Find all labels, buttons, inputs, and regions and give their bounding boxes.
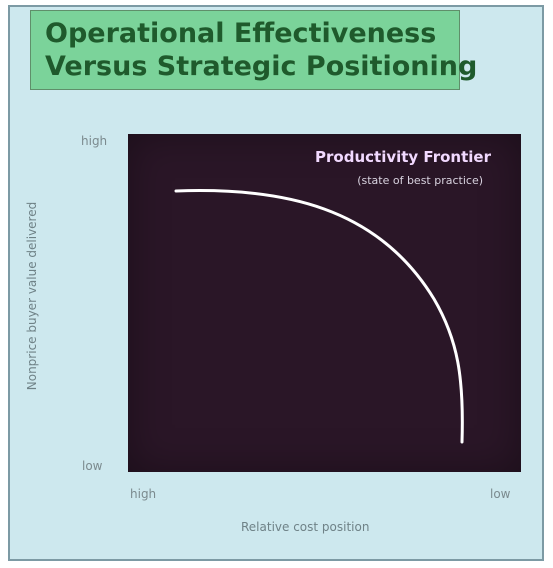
title-line-1: Operational Effectiveness — [45, 18, 437, 49]
plot-area: Productivity Frontier (state of best pra… — [128, 134, 521, 472]
y-axis-high-label: high — [81, 134, 108, 148]
x-axis-label: Relative cost position — [241, 520, 370, 534]
title-box: Operational Effectiveness Versus Strateg… — [30, 10, 478, 90]
x-axis-low-label: low — [490, 487, 511, 501]
frontier-label: Productivity Frontier — [315, 148, 491, 166]
frontier-diagram — [174, 189, 464, 444]
productivity-frontier-curve — [174, 189, 464, 444]
x-axis-high-label: high — [130, 487, 157, 501]
title-line-2: Versus Strategic Positioning — [45, 51, 478, 82]
y-axis-label: Nonprice buyer value delivered — [25, 201, 39, 391]
frontier-sublabel: (state of best practice) — [357, 174, 483, 187]
y-axis-low-label: low — [82, 459, 103, 473]
